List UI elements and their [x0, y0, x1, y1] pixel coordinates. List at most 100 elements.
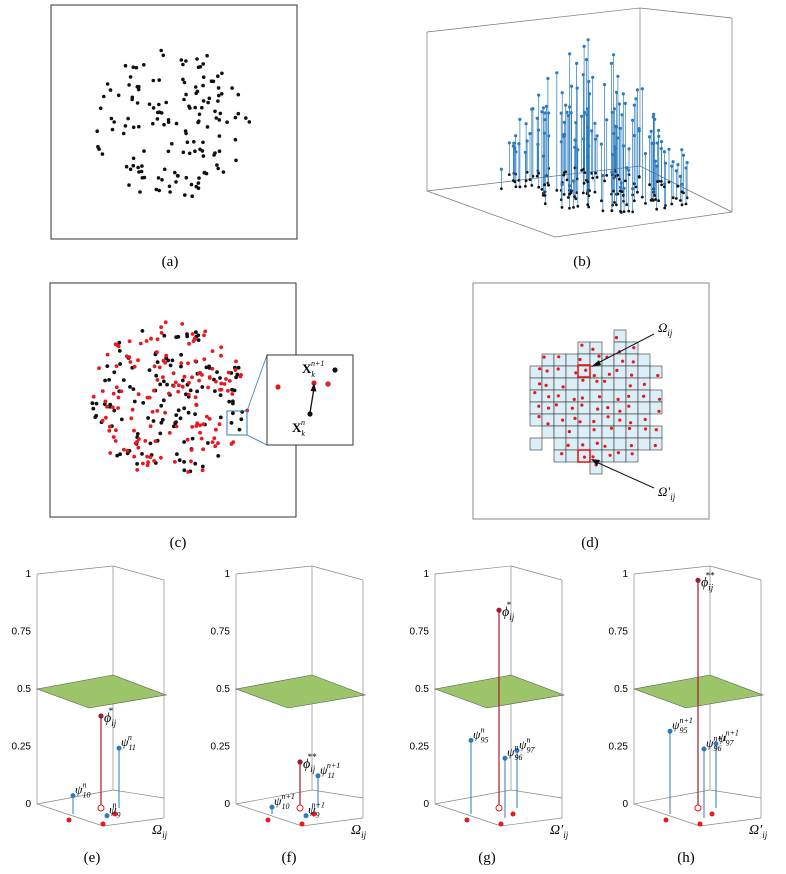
particle-dot [196, 186, 201, 190]
stem-base-dot [659, 180, 663, 183]
y-tick-label: 0 [622, 799, 628, 810]
particle-dot [184, 175, 189, 180]
particle-dot-old [119, 417, 124, 422]
particle-dot-old [193, 412, 198, 416]
particle-dot-new [185, 437, 190, 442]
particle-dot-old [158, 382, 163, 387]
stem-base-dot [663, 206, 667, 210]
particle-dot [147, 102, 152, 106]
omega-axis-label: Ω′ij [749, 823, 768, 840]
stem-base-dot [587, 205, 591, 209]
stem-top-dot [614, 125, 619, 129]
particle-dot-new [97, 366, 101, 370]
psi-base-dot [464, 817, 470, 823]
cell-particle [578, 420, 582, 424]
grid-cell [553, 365, 567, 379]
cell-particle [572, 397, 576, 401]
grid-cell [529, 401, 543, 415]
grid-cell [649, 365, 663, 379]
stem-base-dot [632, 199, 636, 203]
particle-dot-old [174, 335, 179, 340]
y-tick-label: 0.5 [614, 684, 628, 695]
particle-dot-new [127, 339, 132, 344]
psi-label: ψ96n [507, 743, 522, 762]
y-tick-label: 1 [423, 569, 429, 580]
grid-cell [541, 425, 555, 439]
particle-dot [193, 149, 197, 153]
cell-particle [581, 443, 585, 447]
particle-dot-old [161, 398, 166, 403]
particle-dot [220, 71, 224, 76]
particle-dot [134, 65, 139, 70]
particle-dot [100, 152, 105, 156]
particle-dot [217, 93, 221, 98]
particle-dot-old [135, 462, 140, 466]
cell-particle [656, 373, 660, 378]
psi-dot [116, 745, 122, 751]
stem-top-dot [595, 134, 599, 138]
stem-top-dot [623, 101, 627, 105]
particle-dot-old [236, 365, 241, 370]
panel-c-inset [266, 354, 354, 446]
grid-cell [553, 449, 567, 463]
stem-base-dot [685, 196, 689, 200]
particle-dot [195, 57, 199, 61]
panel-c: Xkn+1 Xkn (c) [49, 282, 354, 551]
particle-dot-old [231, 401, 235, 406]
inset-dot [332, 367, 338, 373]
omega-ij-label: Ωij [658, 320, 673, 338]
cell-particle [556, 394, 560, 398]
particle-dot-new [127, 355, 132, 359]
particle-dot [136, 87, 141, 92]
particle-dot-new [200, 373, 204, 377]
particle-dot-old [168, 363, 173, 368]
particle-dot-old [132, 399, 137, 404]
stem-top-dot [583, 110, 587, 114]
particle-dot [192, 140, 196, 144]
particle-dot [201, 75, 206, 79]
particle-dot [126, 116, 130, 121]
particle-dot [166, 149, 171, 154]
particle-dot-new [224, 377, 228, 381]
particle-dot-old [91, 406, 96, 411]
stem-top-dot [535, 116, 539, 120]
stem-base-dot [524, 184, 527, 188]
stem-top-dot [507, 141, 511, 145]
particle-dot-old [160, 417, 165, 422]
particle-dot-old [216, 454, 221, 458]
psi-base-dot [663, 817, 669, 823]
stem-top-dot [513, 146, 517, 150]
particle-dot [130, 97, 134, 102]
stem-top-dot [632, 103, 636, 107]
stem-base-dot [637, 175, 641, 178]
cell-particle [603, 444, 607, 448]
panel-c-zoom-box [226, 410, 248, 436]
particle-dot [216, 99, 220, 103]
cell-particle [630, 373, 634, 377]
particle-dot [168, 190, 172, 194]
particle-dot [154, 187, 159, 192]
cell-particle [546, 422, 550, 426]
particle-dot [200, 105, 204, 110]
particle-dot [193, 85, 198, 89]
grid-cell [589, 401, 603, 415]
stem-base-dot [537, 171, 540, 175]
particle-dot [185, 140, 190, 144]
stem-top-dot [499, 167, 503, 171]
plot-frame-line [36, 803, 104, 827]
particle-dot-new [137, 437, 141, 441]
particle-dot [188, 106, 192, 110]
particle-dot-new [91, 394, 96, 399]
particle-dot [135, 101, 140, 105]
grid-cell [625, 377, 639, 391]
cell-particle [631, 360, 635, 364]
cell-particle [616, 451, 621, 455]
particle-dot-new [149, 336, 153, 341]
particle-dot-new [167, 431, 172, 435]
particle-dot-old [239, 417, 244, 422]
cell-particle [642, 382, 647, 386]
stem-base-dot [586, 203, 590, 207]
stem-base-dot [619, 211, 623, 214]
particle-dot [124, 164, 129, 169]
grid-cell [625, 449, 639, 463]
